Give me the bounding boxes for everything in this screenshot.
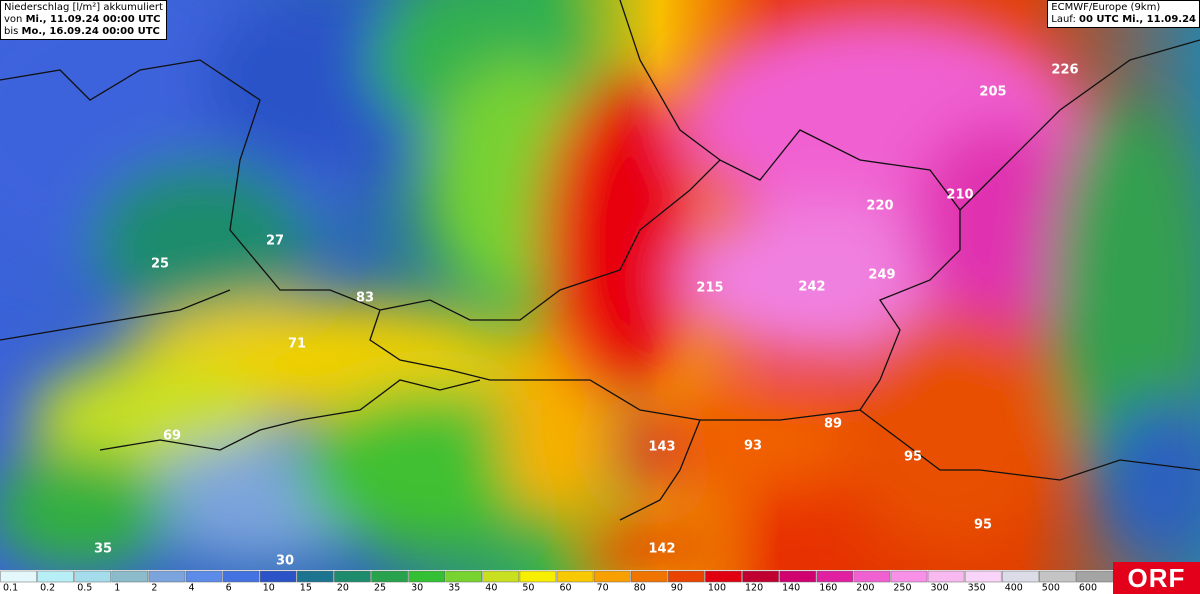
- max-label: 83: [356, 291, 374, 306]
- legend-cell: [482, 570, 520, 583]
- legend-label: 200: [856, 583, 874, 594]
- legend-label: 0.1: [3, 583, 18, 594]
- legend-cell: [964, 570, 1002, 583]
- legend-cell: [445, 570, 483, 583]
- legend-cell: [630, 570, 668, 583]
- legend-label: 60: [560, 583, 572, 594]
- legend-label: 300: [931, 583, 949, 594]
- legend-cell: [74, 570, 112, 583]
- max-label: 30: [276, 554, 294, 569]
- legend-cell: [816, 570, 854, 583]
- legend-cell: [556, 570, 594, 583]
- legend-cell: [519, 570, 557, 583]
- legend-cell: [185, 570, 223, 583]
- max-label: 27: [266, 234, 284, 249]
- legend-label: 10: [263, 583, 275, 594]
- max-label: 35: [94, 542, 112, 557]
- logo: ORF: [1113, 562, 1200, 594]
- legend-label: 15: [300, 583, 312, 594]
- legend-cell: [37, 570, 74, 583]
- legend-label: 120: [745, 583, 763, 594]
- legend-label: 140: [782, 583, 800, 594]
- max-label: 93: [744, 439, 762, 454]
- legend-label: 500: [1042, 583, 1060, 594]
- legend-label: 30: [411, 583, 423, 594]
- max-label: 142: [648, 542, 675, 557]
- legend-cell: [1001, 570, 1039, 583]
- period-start: von Mi., 11.09.24 00:00 UTC: [4, 14, 163, 26]
- legend-cell: [148, 570, 186, 583]
- legend-cell: [1039, 570, 1076, 583]
- legend-label: 35: [448, 583, 460, 594]
- legend-label: 70: [597, 583, 609, 594]
- date: Mo., 16.09.24 00:00 UTC: [21, 26, 160, 37]
- borders: [0, 0, 1200, 521]
- legend-cell: [890, 570, 928, 583]
- legend-label: 160: [819, 583, 837, 594]
- max-label: 215: [696, 281, 723, 296]
- legend-cell: [334, 570, 371, 583]
- legend-label: 4: [189, 583, 195, 594]
- legend-cell: [111, 570, 149, 583]
- legend-label: 90: [671, 583, 683, 594]
- precip-field: [0, 0, 1200, 580]
- date: Mi., 11.09.24 00:00 UTC: [25, 14, 161, 25]
- legend-cell: [259, 570, 297, 583]
- legend-label: 50: [522, 583, 534, 594]
- title: Niederschlag [l/m²] akkumuliert: [4, 2, 163, 13]
- max-label: 95: [974, 518, 992, 533]
- legend-cell: [668, 570, 705, 583]
- legend-cell: [297, 570, 334, 583]
- model-box: ECMWF/Europe (9km) Lauf: 00 UTC Mi., 11.…: [1047, 0, 1200, 28]
- legend-cell: [0, 570, 37, 583]
- max-label: 220: [866, 199, 893, 214]
- label: Lauf:: [1051, 14, 1076, 25]
- run: 00 UTC Mi., 11.09.24: [1079, 14, 1196, 25]
- legend-label: 600: [1079, 583, 1097, 594]
- legend-cell: [779, 570, 816, 583]
- legend-label: 2: [151, 583, 157, 594]
- legend-cell: [408, 570, 445, 583]
- legend-label: 250: [893, 583, 911, 594]
- title-box: Niederschlag [l/m²] akkumuliert von Mi.,…: [0, 0, 167, 40]
- max-label: 89: [824, 417, 842, 432]
- max-label: 242: [798, 280, 825, 295]
- max-label: 25: [151, 257, 169, 272]
- legend-label: 6: [226, 583, 232, 594]
- legend-cell: [593, 570, 631, 583]
- legend-label: 1: [114, 583, 120, 594]
- legend-cell: [371, 570, 408, 583]
- legend-label: 40: [485, 583, 497, 594]
- max-label: 226: [1051, 63, 1078, 78]
- legend-label: 0.2: [40, 583, 55, 594]
- legend-cell: [705, 570, 742, 583]
- legend-label: 400: [1005, 583, 1023, 594]
- legend-label: 25: [374, 583, 386, 594]
- legend-bg: [0, 570, 1113, 594]
- legend-cell: [742, 570, 779, 583]
- max-label: 143: [648, 440, 675, 455]
- legend-label: 20: [337, 583, 349, 594]
- legend-cell: [1076, 570, 1113, 583]
- legend-label: 100: [708, 583, 726, 594]
- max-label: 71: [288, 337, 306, 352]
- legend-cell: [927, 570, 965, 583]
- period-end: bis Mo., 16.09.24 00:00 UTC: [4, 26, 163, 38]
- max-label: 210: [946, 188, 973, 203]
- legend-cell: [222, 570, 260, 583]
- max-label: 205: [979, 85, 1006, 100]
- legend-label: 0.5: [77, 583, 92, 594]
- legend-label: 350: [968, 583, 986, 594]
- model-name: ECMWF/Europe (9km): [1051, 2, 1161, 13]
- label: bis: [4, 26, 19, 37]
- max-label: 95: [904, 450, 922, 465]
- legend-cell: [853, 570, 891, 583]
- legend-label: 80: [634, 583, 646, 594]
- max-label: 249: [868, 268, 895, 283]
- model-run: Lauf: 00 UTC Mi., 11.09.24: [1051, 14, 1196, 26]
- label: von: [4, 14, 23, 25]
- max-label: 69: [163, 429, 181, 444]
